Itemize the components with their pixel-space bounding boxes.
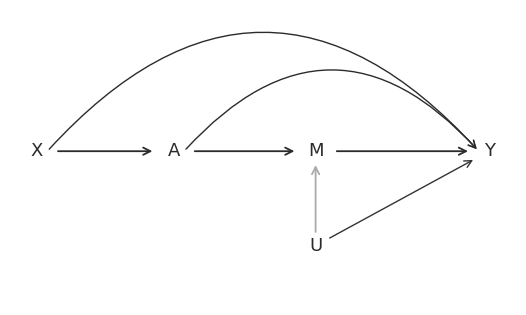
Text: A: A: [167, 142, 180, 160]
Text: U: U: [309, 237, 322, 255]
Text: M: M: [308, 142, 323, 160]
Text: X: X: [31, 142, 43, 160]
Text: Y: Y: [484, 142, 494, 160]
